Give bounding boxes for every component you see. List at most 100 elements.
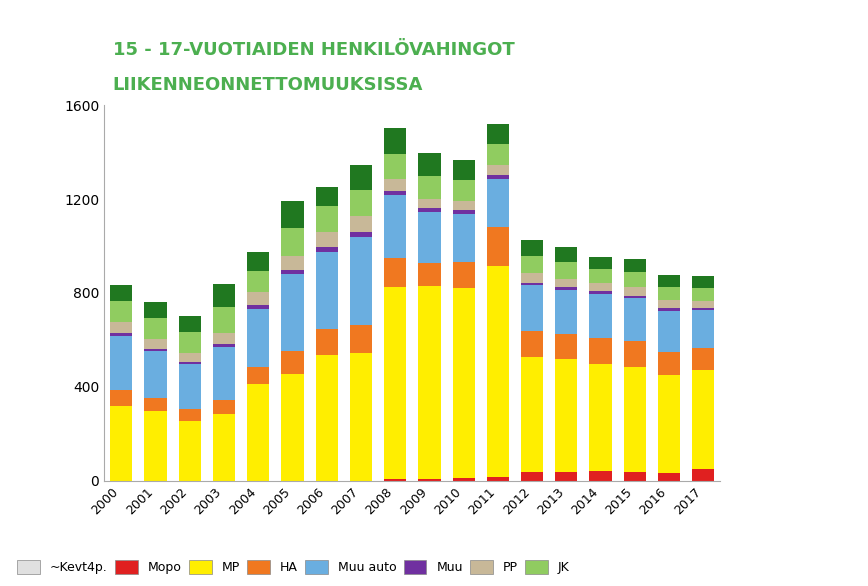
Bar [556,289,577,334]
Bar [384,258,406,287]
Bar [624,472,646,481]
Bar [658,308,681,311]
Bar [487,227,509,266]
Bar [521,273,543,282]
Bar [692,370,714,469]
Bar [589,283,612,291]
Bar [316,206,338,232]
Bar [281,201,304,228]
Bar [144,302,167,318]
Bar [556,279,577,287]
Bar [556,247,577,263]
Bar [452,160,475,180]
Bar [556,263,577,279]
Bar [692,469,714,481]
Bar [316,329,338,355]
Bar [556,287,577,289]
Bar [418,287,441,479]
Bar [692,310,714,348]
Bar [487,179,509,227]
Bar [624,259,646,272]
Bar [350,325,372,353]
Bar [452,288,475,478]
Bar [179,362,201,364]
Bar [384,179,406,191]
Bar [350,237,372,325]
Bar [452,201,475,210]
Bar [179,409,201,421]
Bar [556,472,577,481]
Bar [692,348,714,370]
Bar [658,275,681,287]
Bar [213,400,235,414]
Bar [213,307,235,333]
Bar [281,274,304,351]
Bar [384,128,406,154]
Bar [281,228,304,256]
Bar [452,180,475,201]
Bar [281,270,304,274]
Bar [589,338,612,364]
Bar [589,294,612,338]
Bar [418,176,441,199]
Bar [213,284,235,307]
Bar [658,287,681,300]
Bar [452,214,475,262]
Bar [110,301,133,322]
Bar [556,359,577,472]
Bar [487,175,509,179]
Bar [521,255,543,273]
Bar [692,288,714,301]
Bar [144,339,167,349]
Bar [281,374,304,481]
Bar [110,322,133,333]
Bar [452,210,475,214]
Bar [589,291,612,294]
Text: LIIKENNEONNETTOMUUKSISSA: LIIKENNEONNETTOMUUKSISSA [113,76,424,94]
Bar [247,384,269,481]
Bar [384,195,406,258]
Bar [110,390,133,406]
Bar [452,262,475,288]
Bar [521,240,543,255]
Bar [247,309,269,367]
Bar [418,209,441,212]
Bar [110,285,133,301]
Bar [418,479,441,481]
Bar [624,287,646,295]
Bar [144,398,167,411]
Bar [384,479,406,481]
Bar [624,341,646,367]
Bar [418,154,441,176]
Bar [556,334,577,359]
Bar [247,367,269,384]
Bar [589,269,612,283]
Text: 15 - 17-VUOTIAIDEN HENKILÖVAHINGOT: 15 - 17-VUOTIAIDEN HENKILÖVAHINGOT [113,41,515,59]
Legend: ~Kevt4p., Mopo, MP, HA, Muu auto, Muu, PP, JK: ~Kevt4p., Mopo, MP, HA, Muu auto, Muu, P… [15,558,572,577]
Bar [110,333,133,336]
Bar [350,216,372,232]
Bar [487,144,509,165]
Bar [692,276,714,288]
Bar [521,285,543,331]
Bar [144,411,167,481]
Bar [213,414,235,481]
Bar [487,124,509,144]
Bar [179,364,201,409]
Bar [281,351,304,374]
Bar [589,471,612,481]
Bar [589,257,612,269]
Bar [350,353,372,481]
Bar [487,165,509,175]
Bar [418,199,441,209]
Bar [658,374,681,473]
Bar [144,318,167,339]
Bar [521,357,543,472]
Bar [521,472,543,481]
Bar [350,232,372,237]
Bar [247,292,269,305]
Bar [624,295,646,298]
Bar [692,308,714,310]
Bar [179,332,201,353]
Bar [658,311,681,352]
